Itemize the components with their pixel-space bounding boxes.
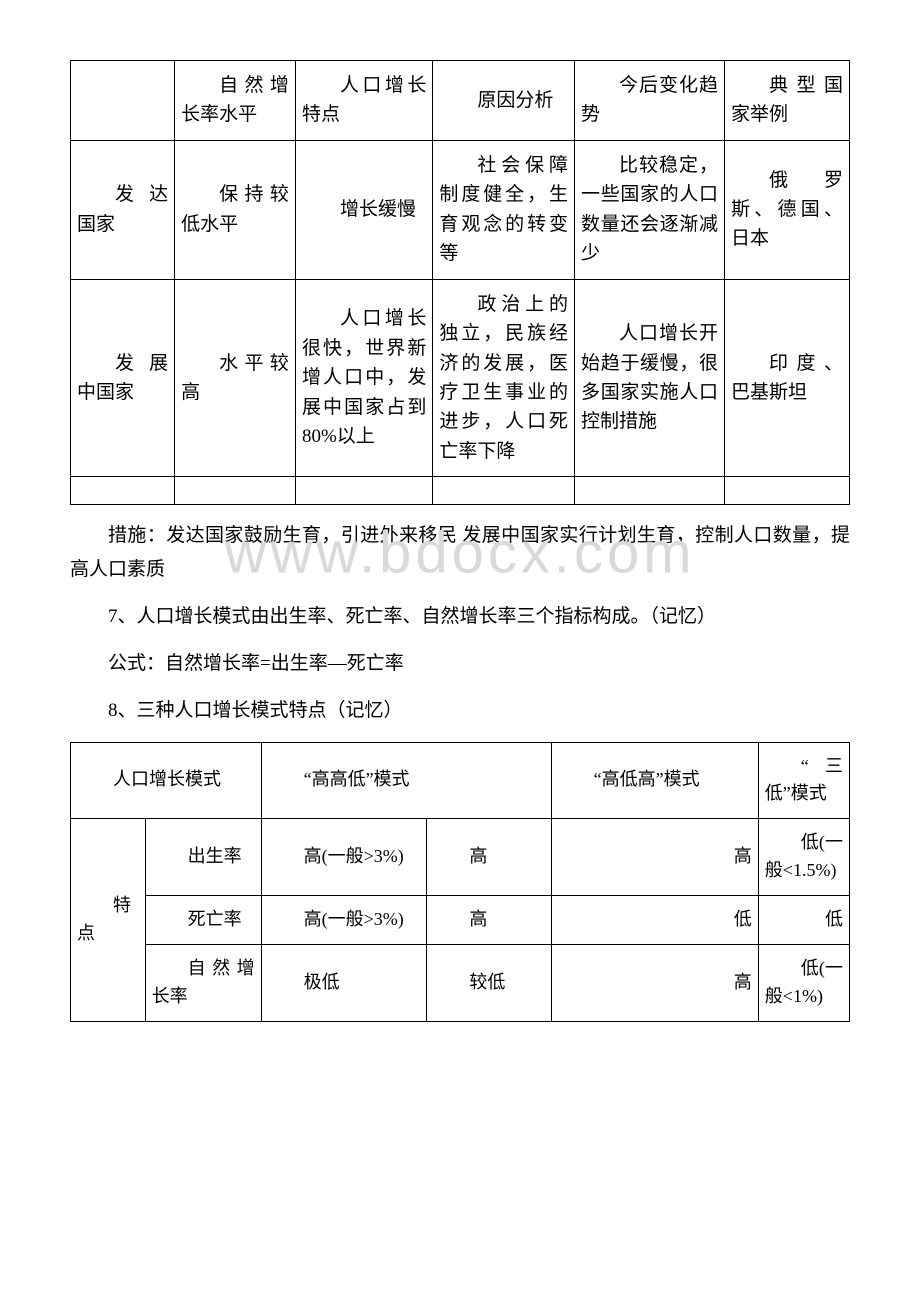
cell: 出生率: [145, 819, 261, 896]
cell: 高(一般>3%): [261, 819, 427, 896]
table-row: 特点 出生率 高(一般>3%) 高 高 低(一般<1.5%): [71, 819, 850, 896]
cell: 死亡率: [145, 896, 261, 945]
page: 自然增长率水平 人口增长特点 原因分析 今后变化趋势 典型国家举例 发达国家 保…: [0, 0, 920, 1094]
cell: “三低”模式: [758, 742, 849, 819]
cell: [433, 477, 575, 505]
cell: 人口增长模式: [71, 742, 262, 819]
cell: 发展中国家: [71, 279, 175, 477]
cell: 水平较高: [175, 279, 296, 477]
cell: 发达国家: [71, 140, 175, 279]
cell: 典型国家举例: [725, 61, 850, 141]
cell: 高(一般>3%): [261, 896, 427, 945]
cell: 比较稳定，一些国家的人口数量还会逐渐减少: [575, 140, 725, 279]
cell: 低(一般<1%): [758, 944, 849, 1021]
table-row: 自然增长率水平 人口增长特点 原因分析 今后变化趋势 典型国家举例: [71, 61, 850, 141]
cell: 俄罗斯、德国、日本: [725, 140, 850, 279]
paragraph-formula: 公式：自然增长率=出生率—死亡率: [70, 647, 850, 680]
cell: 低: [758, 896, 849, 945]
cell: 较低: [427, 944, 551, 1021]
cell: [295, 477, 432, 505]
cell: [71, 61, 175, 141]
table-growth-modes: 人口增长模式 “高高低”模式 “高低高”模式 “三低”模式 特点 出生率 高(一…: [70, 742, 850, 1022]
cell: 印度、巴基斯坦: [725, 279, 850, 477]
cell: 人口增长特点: [295, 61, 432, 141]
table-row: 自然增长率 极低 较低 高 低(一般<1%): [71, 944, 850, 1021]
cell: 低: [551, 896, 758, 945]
cell: 今后变化趋势: [575, 61, 725, 141]
watermark-container: www.bdocx.com 措施：发达国家鼓励生育，引进外来移民 发展中国家实行…: [70, 519, 850, 586]
paragraph-item7: 7、人口增长模式由出生率、死亡率、自然增长率三个指标构成。（记忆）: [70, 600, 850, 633]
cell: [71, 477, 175, 505]
cell: 政治上的独立，民族经济的发展，医疗卫生事业的进步，人口死亡率下降: [433, 279, 575, 477]
cell: [725, 477, 850, 505]
table-population-growth: 自然增长率水平 人口增长特点 原因分析 今后变化趋势 典型国家举例 发达国家 保…: [70, 60, 850, 505]
table-row: 死亡率 高(一般>3%) 高 低 低: [71, 896, 850, 945]
cell: 高: [427, 896, 551, 945]
cell: “高低高”模式: [551, 742, 758, 819]
cell: [575, 477, 725, 505]
cell: 增长缓慢: [295, 140, 432, 279]
table-row: [71, 477, 850, 505]
table-row: 发达国家 保持较低水平 增长缓慢 社会保障制度健全，生育观念的转变等 比较稳定，…: [71, 140, 850, 279]
cell: [175, 477, 296, 505]
cell: 保持较低水平: [175, 140, 296, 279]
cell: 高: [427, 819, 551, 896]
cell: 自然增长率水平: [175, 61, 296, 141]
paragraph-measures: 措施：发达国家鼓励生育，引进外来移民 发展中国家实行计划生育，控制人口数量，提高…: [70, 519, 850, 586]
table-row: 人口增长模式 “高高低”模式 “高低高”模式 “三低”模式: [71, 742, 850, 819]
cell: 高: [551, 819, 758, 896]
cell-rowhead: 特点: [71, 819, 146, 1021]
cell: 高: [551, 944, 758, 1021]
cell: 社会保障制度健全，生育观念的转变等: [433, 140, 575, 279]
cell: 人口增长开始趋于缓慢，很多国家实施人口控制措施: [575, 279, 725, 477]
paragraph-item8: 8、三种人口增长模式特点（记忆）: [70, 694, 850, 727]
cell: 原因分析: [433, 61, 575, 141]
cell: 低(一般<1.5%): [758, 819, 849, 896]
table-row: 发展中国家 水平较高 人口增长很快，世界新增人口中，发展中国家占到80%以上 政…: [71, 279, 850, 477]
cell: “高高低”模式: [261, 742, 551, 819]
cell: 自然增长率: [145, 944, 261, 1021]
cell: 人口增长很快，世界新增人口中，发展中国家占到80%以上: [295, 279, 432, 477]
cell: 极低: [261, 944, 427, 1021]
